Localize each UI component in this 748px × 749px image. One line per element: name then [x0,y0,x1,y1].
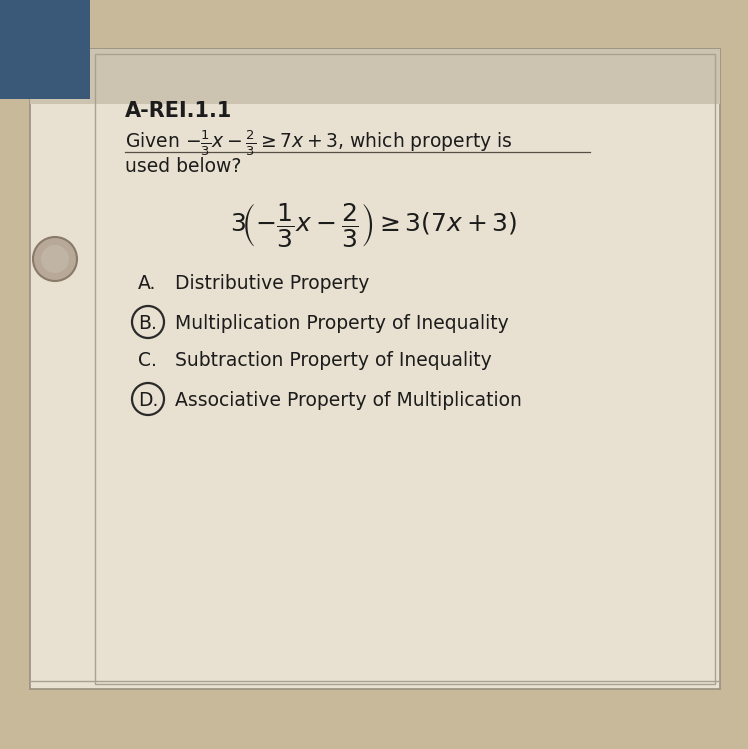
Text: D.: D. [138,391,159,410]
Text: Associative Property of Multiplication: Associative Property of Multiplication [175,391,522,410]
Text: Multiplication Property of Inequality: Multiplication Property of Inequality [175,314,509,333]
FancyBboxPatch shape [30,49,720,104]
Text: Given $-\frac{1}{3}x - \frac{2}{3} \geq 7x + 3$, which property is: Given $-\frac{1}{3}x - \frac{2}{3} \geq … [125,129,512,159]
Text: $3\!\left(-\dfrac{1}{3}x - \dfrac{2}{3}\right) \geq 3(7x + 3)$: $3\!\left(-\dfrac{1}{3}x - \dfrac{2}{3}\… [230,201,518,249]
Text: C.: C. [138,351,157,370]
Text: A.: A. [138,274,156,293]
FancyBboxPatch shape [30,49,720,689]
Text: Distributive Property: Distributive Property [175,274,370,293]
Circle shape [33,237,77,281]
FancyBboxPatch shape [0,0,90,99]
Circle shape [41,245,69,273]
Text: B.: B. [138,314,157,333]
Text: Subtraction Property of Inequality: Subtraction Property of Inequality [175,351,491,370]
Text: used below?: used below? [125,157,242,176]
Text: A-REI.1.1: A-REI.1.1 [125,101,233,121]
